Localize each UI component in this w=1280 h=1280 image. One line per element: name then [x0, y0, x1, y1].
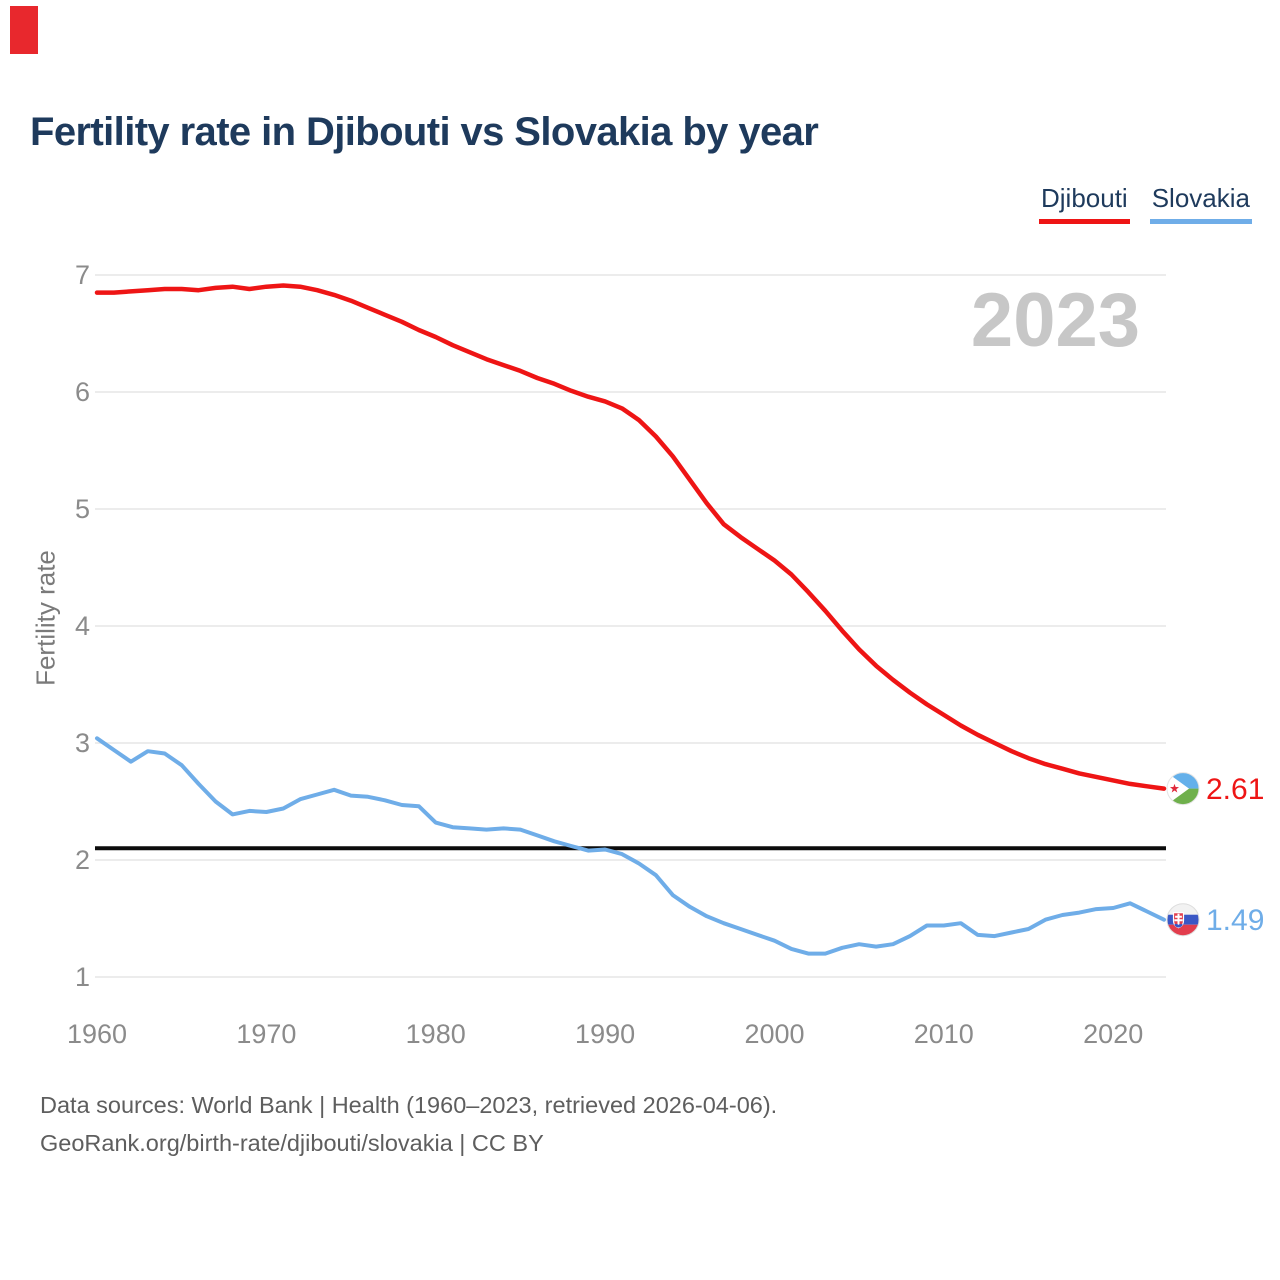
y-tick-label: 3: [75, 728, 90, 758]
y-tick-label: 4: [75, 611, 90, 641]
x-tick-label: 1970: [236, 1019, 296, 1049]
legend-item-djibouti[interactable]: Djibouti: [1039, 183, 1130, 224]
x-tick-label: 2010: [914, 1019, 974, 1049]
y-tick-label: 5: [75, 494, 90, 524]
footer-attribution: GeoRank.org/birth-rate/djibouti/slovakia…: [40, 1130, 544, 1156]
y-tick-label: 7: [75, 260, 90, 290]
legend-item-slovakia[interactable]: Slovakia: [1149, 183, 1252, 224]
footer-sources: Data sources: World Bank | Health (1960–…: [40, 1092, 778, 1118]
x-tick-label: 1980: [406, 1019, 466, 1049]
djibouti-line: [94, 283, 1167, 791]
y-tick-label: 2: [75, 845, 90, 875]
x-tick-label: 1990: [575, 1019, 635, 1049]
x-tick-label: 2020: [1083, 1019, 1143, 1049]
footer: Data sources: World Bank | Health (1960–…: [40, 1086, 777, 1162]
x-tick-label: 1960: [67, 1019, 127, 1049]
y-tick-label: 1: [75, 962, 90, 992]
y-tick-label: 6: [75, 377, 90, 407]
djibouti-flag-icon: [1166, 772, 1200, 806]
watermark-year: 2023: [971, 278, 1140, 363]
page-title: Fertility rate in Djibouti vs Slovakia b…: [30, 110, 819, 154]
x-tick-label: 2000: [744, 1019, 804, 1049]
slovakia-line: [95, 736, 1166, 956]
djibouti-end-value: 2.61: [1206, 773, 1264, 806]
y-axis-title: Fertility rate: [30, 550, 61, 686]
slovakia-flag-icon: [1166, 903, 1200, 937]
legend: Djibouti Slovakia: [1039, 183, 1252, 224]
slovakia-end-value: 1.49: [1206, 904, 1264, 937]
red-marker-artifact: [10, 6, 38, 54]
